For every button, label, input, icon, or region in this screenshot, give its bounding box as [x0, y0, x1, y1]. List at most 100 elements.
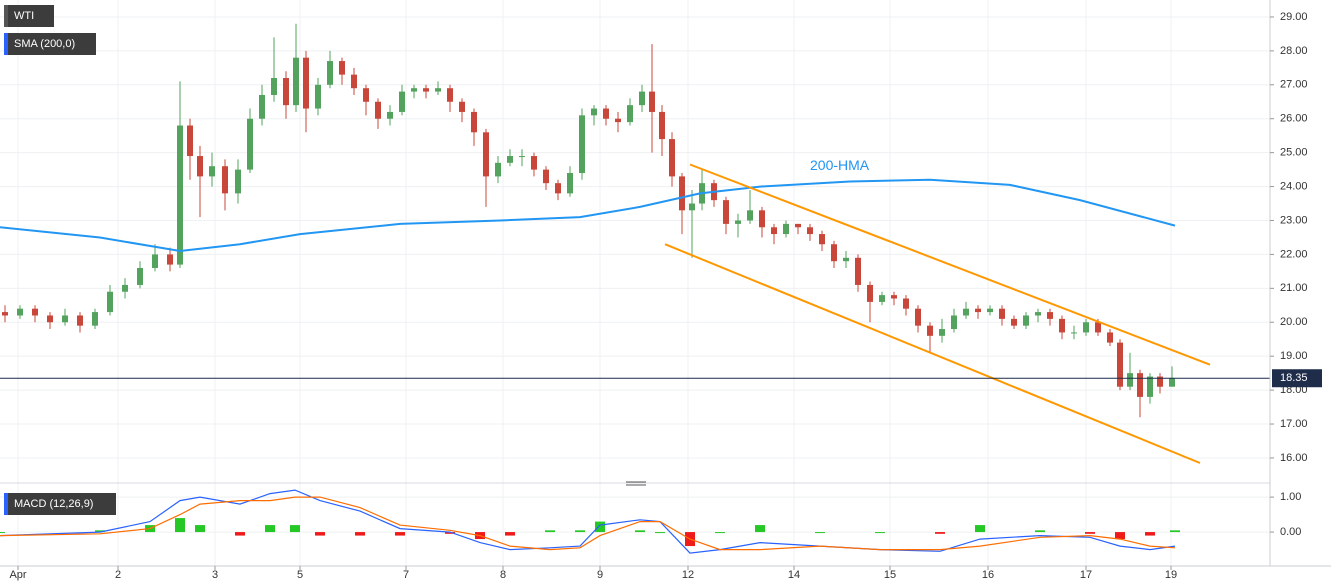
x-tick-label: 5: [297, 569, 303, 581]
candle-body: [927, 325, 933, 336]
channel-line: [664, 243, 1201, 464]
y-tick-label: 0.00: [1280, 526, 1301, 538]
x-tick-label: 8: [500, 569, 506, 581]
price-axis: [1270, 0, 1331, 583]
histogram-bar: [175, 518, 185, 533]
candle-body: [1147, 376, 1153, 397]
candle-body: [831, 244, 837, 262]
histogram-bar: [755, 525, 765, 533]
candle-body: [122, 284, 128, 292]
candle-body: [795, 223, 801, 228]
histogram-bar: [445, 532, 455, 534]
histogram-bar: [1170, 530, 1180, 533]
candle-body: [999, 308, 1005, 319]
x-tick-label: 9: [597, 569, 603, 581]
histogram-bar: [1115, 532, 1125, 540]
candle-body: [327, 61, 333, 85]
histogram-bar: [290, 525, 300, 533]
histogram-bar: [815, 532, 825, 534]
histogram-bar: [975, 525, 985, 533]
pane-handle[interactable]: [626, 481, 646, 486]
candle-body: [939, 329, 945, 336]
candle-body: [17, 308, 23, 316]
y-tick-label: 26.00: [1280, 113, 1308, 125]
candle-body: [1169, 378, 1175, 387]
candle-body: [351, 74, 357, 89]
candle-body: [339, 61, 345, 75]
symbol-badge[interactable]: WTI: [4, 5, 54, 27]
candle-body: [567, 173, 573, 194]
candle-body: [843, 257, 849, 262]
histogram-bar: [95, 530, 105, 533]
y-tick-label: 25.00: [1280, 147, 1308, 159]
candle-body: [2, 312, 8, 316]
candle-body: [152, 254, 158, 268]
candle-body: [271, 78, 277, 95]
candle-body: [903, 298, 909, 309]
histogram-bar: [575, 530, 585, 533]
histogram-bar: [635, 530, 645, 533]
x-tick-label: Apr: [9, 569, 26, 581]
y-tick-label: 27.00: [1280, 79, 1308, 91]
macd-line: [0, 489, 1176, 554]
candle-body: [32, 308, 38, 316]
candle-body: [137, 267, 143, 285]
histogram-bar: [235, 532, 245, 536]
histogram-bar: [195, 525, 205, 533]
histogram-bar: [545, 530, 555, 533]
candle-body: [187, 125, 193, 157]
candle-body: [771, 227, 777, 235]
candle-body: [1071, 332, 1077, 334]
candle-body: [92, 312, 98, 326]
histogram-bar: [0, 532, 5, 534]
y-tick-label: 23.00: [1280, 214, 1308, 226]
candle-body: [1035, 312, 1041, 316]
candle-body: [375, 101, 381, 119]
y-tick-label: 20.00: [1280, 316, 1308, 328]
candle-body: [669, 139, 675, 177]
candle-body: [615, 118, 621, 123]
candle-body: [951, 315, 957, 330]
axes: 16.0017.0018.0019.0020.0021.0022.0023.00…: [9, 11, 1322, 581]
candle-body: [689, 203, 695, 211]
y-tick-label: 28.00: [1280, 45, 1308, 57]
candle-body: [167, 254, 173, 265]
y-tick-label: 29.00: [1280, 11, 1308, 23]
candle-body: [283, 78, 289, 106]
histogram-bar: [595, 521, 605, 533]
candle-body: [735, 220, 741, 224]
candle-body: [531, 156, 537, 170]
y-tick-label: 17.00: [1280, 418, 1308, 430]
candle-body: [975, 308, 981, 313]
candle-body: [471, 111, 477, 133]
candle-body: [807, 227, 813, 235]
candle-body: [963, 308, 969, 316]
histogram-bar: [505, 532, 515, 536]
candle-body: [1059, 318, 1065, 333]
candle-body: [209, 166, 215, 177]
candle-body: [987, 308, 993, 313]
histogram-bar: [1085, 532, 1095, 534]
y-tick-label: 21.00: [1280, 282, 1308, 294]
candle-body: [659, 111, 665, 140]
hma-label: 200-HMA: [810, 157, 870, 173]
candle-body: [177, 125, 183, 265]
candle-body: [543, 169, 549, 184]
indicator-badge[interactable]: SMA (200,0): [4, 33, 96, 55]
histogram-bar: [315, 532, 325, 536]
candle-body: [495, 162, 501, 177]
candle-body: [783, 223, 789, 235]
candle-body: [679, 176, 685, 211]
indicator-label: SMA (200,0): [14, 38, 75, 50]
histogram-bar: [935, 532, 945, 534]
candle-body: [293, 57, 299, 106]
candle-body: [259, 94, 265, 119]
x-tick-label: 16: [982, 569, 994, 581]
candle-body: [1095, 322, 1101, 333]
x-tick-label: 3: [212, 569, 218, 581]
candle-body: [423, 88, 429, 92]
candle-body: [819, 234, 825, 245]
x-tick-label: 14: [788, 569, 800, 581]
macd-badge[interactable]: MACD (12,26,9): [4, 493, 116, 515]
